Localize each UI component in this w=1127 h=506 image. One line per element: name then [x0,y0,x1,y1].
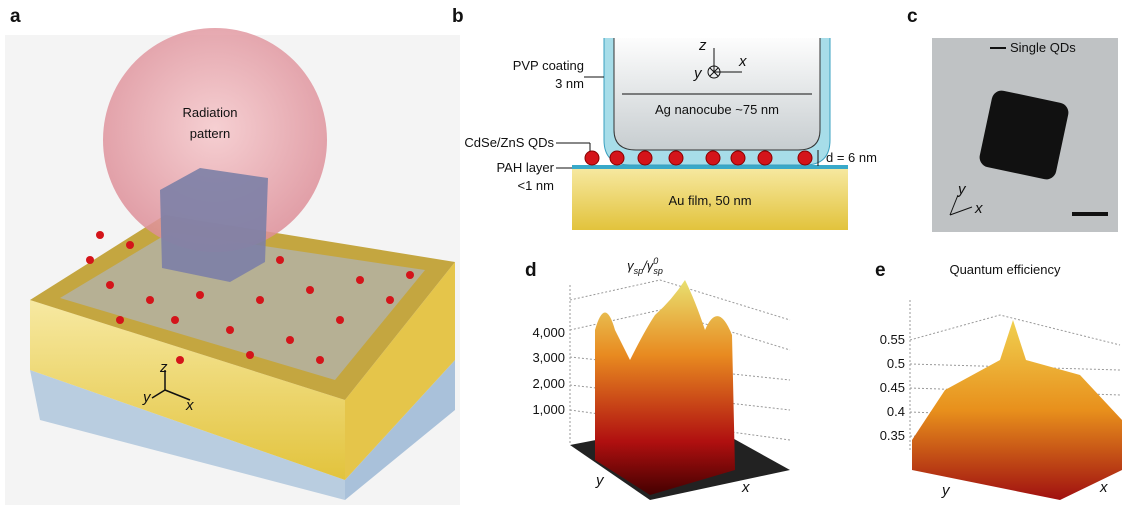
panel-letter: c [907,6,918,27]
tick-label: 1,000 [532,402,565,417]
label: PAH layer [496,160,554,175]
tick-label: 0.4 [887,404,905,419]
label: pattern [190,126,230,141]
tick-label: 4,000 [532,325,565,340]
panel-e: e Quantum efficiency 0.55 0.5 0.45 0.4 0… [875,260,1122,500]
nanocube-image [978,89,1071,182]
axis-label: x [738,53,747,70]
panel-title: Quantum efficiency [949,262,1061,277]
label: Radiation [183,105,238,120]
label: CdSe/ZnS QDs [464,135,554,150]
surface [912,320,1122,500]
panel-c: c Single QDs y x [907,6,1118,232]
surface [595,280,735,495]
title-part: 0 [653,256,658,266]
axis-label: z [159,359,168,376]
tick-label: 0.5 [887,356,905,371]
label: Au film, 50 nm [668,193,751,208]
tick-label: 0.45 [880,380,905,395]
panel-letter: e [875,260,886,281]
label: PVP coating [513,58,584,73]
scale-bar [1072,212,1108,216]
axis-label: x [185,397,194,414]
title-part: sp [653,266,663,276]
title-part: sp [634,266,644,276]
label: 3 nm [555,76,584,91]
tick-label: 0.55 [880,332,905,347]
label: <1 nm [518,178,555,193]
legend-label: Single QDs [1010,40,1076,55]
tick-label: 3,000 [532,350,565,365]
panel-a: a Radiation pattern z y x [5,6,460,505]
axis-label: z [698,37,707,54]
label: d = 6 nm [826,150,877,165]
axis-label: y [595,472,605,489]
nanocube [160,168,268,282]
label: Ag nanocube ~75 nm [655,102,779,117]
figure: a Radiation pattern z y x b PVP coating … [0,0,1127,506]
tick-label: 0.35 [880,428,905,443]
axis-label: y [941,482,951,499]
axis-label: x [741,479,750,496]
pah-layer [572,165,848,169]
axis-label: x [974,200,983,217]
panel-letter: a [10,6,21,27]
tick-label: 2,000 [532,376,565,391]
panel-letter: b [452,6,464,27]
panel-letter: d [525,260,537,281]
panel-b: b PVP coating 3 nm CdSe/ZnS QDs PAH laye… [452,6,877,230]
axis-label: x [1099,479,1108,496]
